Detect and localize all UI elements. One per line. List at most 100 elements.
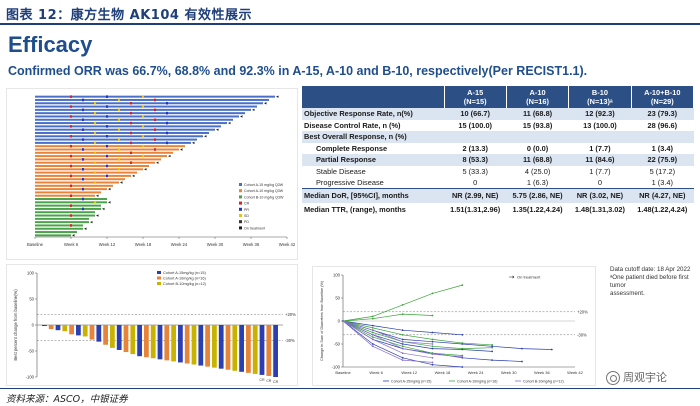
response-marker [70, 174, 72, 178]
on-treatment-arrow [509, 275, 515, 279]
waterfall-bar [225, 325, 231, 370]
response-marker [118, 148, 120, 151]
legend-label: Cohort A-15mg/kg (n=15) [163, 271, 206, 275]
response-marker [70, 164, 72, 168]
on-treatment-arrow [168, 154, 171, 158]
on-treatment-arrow [132, 174, 135, 178]
spider-point [401, 333, 404, 336]
waterfall-svg: -100 -50 0 50 100 Best percent change from ba… [13, 271, 296, 385]
table-header-cell: A-10 (N=16) [506, 86, 570, 108]
spider-line [342, 320, 493, 349]
swimmer-bar [35, 224, 83, 227]
table-row: Median DoR, [95%CI], months NR (2.99, NE)… [302, 188, 694, 203]
swimmer-bar [35, 151, 173, 154]
row-label: Partial Response [302, 154, 444, 166]
response-marker [106, 105, 108, 108]
wechat-icon [606, 371, 620, 385]
response-marker [142, 134, 144, 138]
spider-point [401, 352, 404, 355]
swimmer-bar [35, 158, 161, 161]
table-cell: 10 (66.7) [444, 108, 507, 120]
table-body: Objective Response Rate, n(%) 10 (66.7) 11… [302, 108, 694, 217]
swimmer-bar [35, 168, 143, 171]
spider-point [431, 292, 434, 295]
waterfall-bar [205, 325, 210, 367]
table-cell [444, 131, 507, 143]
response-marker [154, 128, 156, 131]
swimmer-bar [35, 138, 197, 141]
legend-swatch [239, 195, 242, 199]
spider-point [401, 345, 404, 348]
response-marker [82, 207, 84, 211]
row-label: Objective Response Rate, n(%) [302, 108, 444, 120]
response-marker [70, 144, 72, 148]
table-row: Disease Control Rate, n (%) 15 (100.0) 15 … [302, 120, 694, 132]
on-treatment-arrow [276, 95, 279, 98]
response-marker [130, 101, 132, 105]
swimmer-bar [35, 221, 89, 224]
response-marker [130, 161, 132, 164]
spider-point [371, 345, 374, 348]
spider-line [342, 320, 433, 363]
table-cell: 28 (96.6) [647, 120, 678, 130]
spider-point [461, 366, 464, 368]
x-tick-label: Baseline [27, 242, 44, 247]
row-label: Disease Control Rate, n (%) [304, 120, 401, 130]
spider-plot: -100 -50 0 50 100 Change in Sum of Diameters … [312, 266, 596, 386]
legend-label: Cohort A-15 mg/kg Q3W [244, 183, 284, 187]
on-treatment-arrow [228, 121, 231, 125]
y-tick-label: 0 [32, 323, 35, 328]
x-tick-label: Week 36 [534, 370, 550, 375]
legend-label: SD [244, 214, 249, 218]
swimmer-bar [35, 112, 245, 115]
spider-point [401, 313, 404, 315]
spider-point [431, 361, 434, 364]
row-label: Median DoR, [95%CI], months [302, 188, 444, 203]
response-marker [130, 131, 132, 135]
swimmer-bar [35, 201, 107, 204]
legend-label: Cohort B-10 mg/kg Q3W [244, 195, 284, 199]
watermark-text: 周观宇论 [623, 371, 667, 384]
spider-point [371, 324, 374, 327]
waterfall-plot: -100 -50 0 50 100 Best percent change from ba… [6, 264, 298, 386]
spider-line [342, 320, 552, 350]
legend-label: Cohort B-10mg/kg (n=12) [163, 282, 207, 286]
table-cell: 0 [473, 178, 478, 187]
table-header-cell: B-10 (N=13)ᵃ [568, 86, 632, 108]
response-marker [118, 138, 120, 141]
swimmer-bar [35, 98, 269, 101]
on-treatment-arrow [108, 201, 111, 204]
spider-point [401, 347, 404, 350]
reference-label: -30% [577, 332, 587, 337]
spider-point [491, 350, 494, 353]
waterfall-bar [116, 325, 122, 350]
spider-point [371, 315, 374, 318]
response-marker [118, 158, 120, 161]
response-marker [82, 177, 84, 181]
x-tick-label: Week 18 [435, 370, 451, 375]
spider-line [342, 320, 433, 359]
x-tick-label: Week 12 [99, 242, 116, 247]
swimmer-bar [35, 214, 95, 217]
waterfall-bar [273, 325, 278, 377]
response-marker [154, 118, 156, 122]
table-cell [568, 131, 632, 143]
response-marker [130, 121, 132, 125]
table-cell: 0 (0.0) [526, 143, 549, 153]
swimmer-svg: Baseline Week 6 Week 12 Week 18 Week 24 Week … [27, 95, 296, 247]
legend-label: On treatment [244, 226, 265, 230]
table-header-cell: A-10+B-10 (N=29) [631, 86, 695, 108]
y-tick-label: -100 [26, 375, 35, 380]
table-cell: 11 (84.6) [568, 154, 632, 166]
footer-rule [0, 388, 700, 389]
waterfall-bar [144, 325, 149, 358]
waterfall-bar [69, 325, 74, 335]
swimmer-bar [35, 148, 179, 151]
cr-label: CR [273, 380, 279, 384]
swimmer-bar [35, 231, 77, 234]
response-marker [82, 158, 84, 161]
spider-point [491, 359, 494, 361]
response-marker [82, 138, 84, 141]
response-marker [82, 148, 84, 151]
response-marker [142, 154, 144, 158]
